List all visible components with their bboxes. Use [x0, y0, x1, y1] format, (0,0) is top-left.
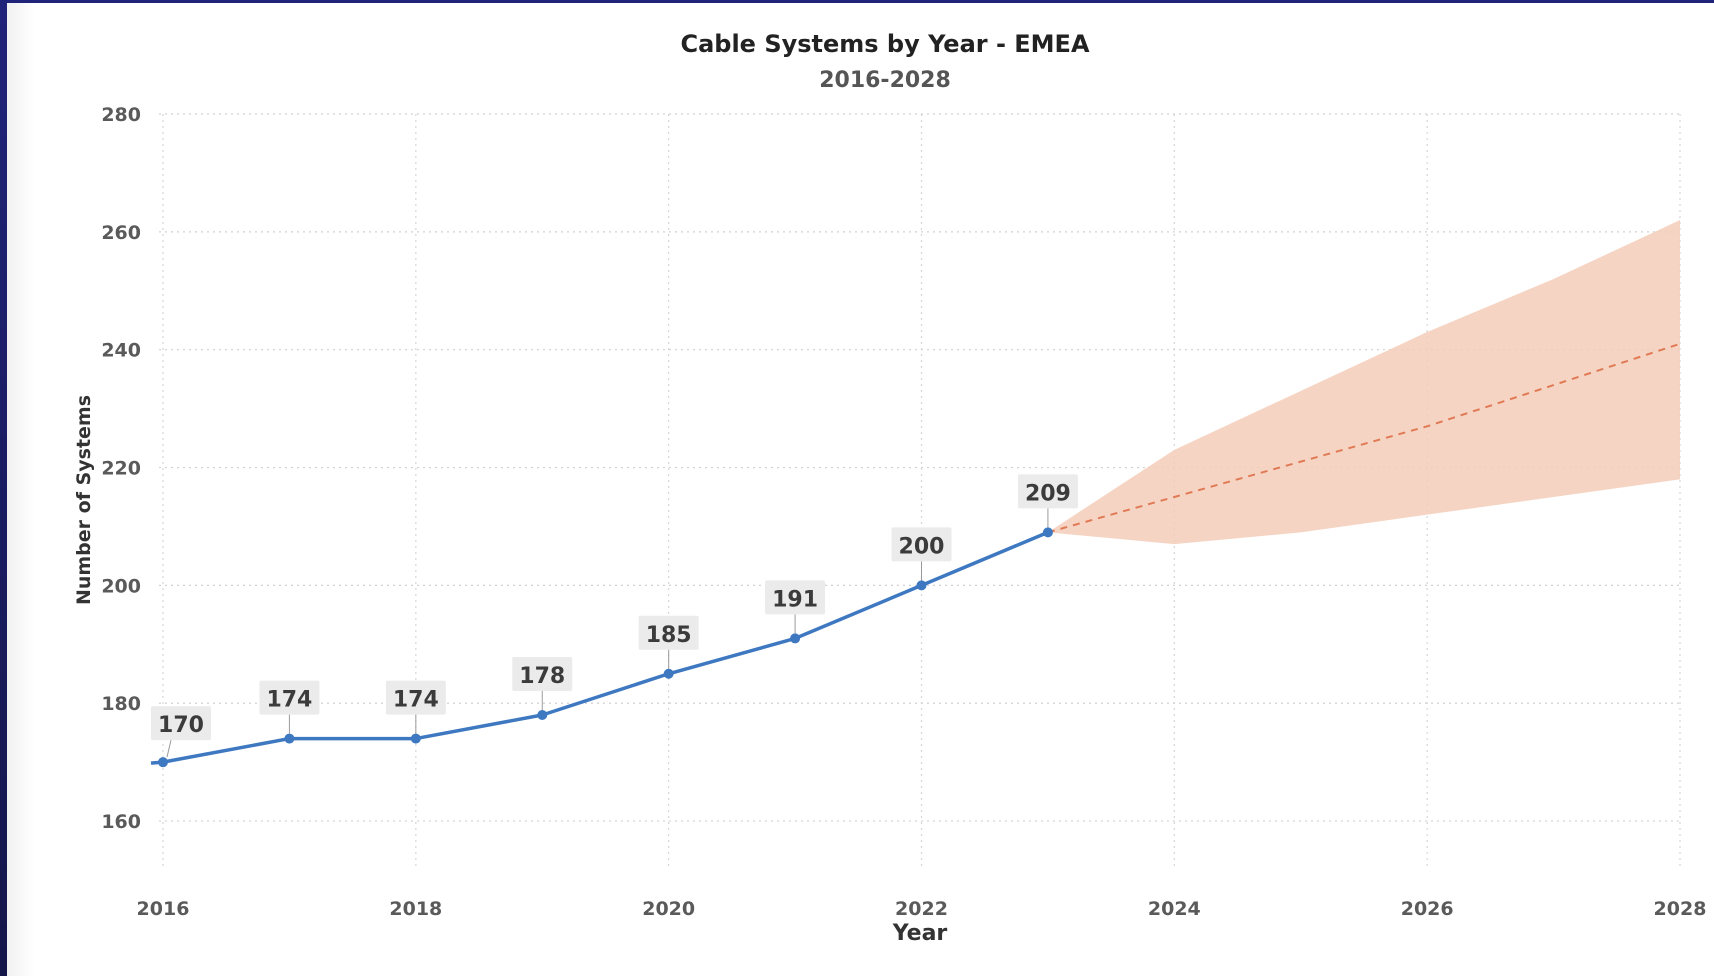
series-line-layer	[150, 342, 1681, 768]
tick-label-layer: 160 180 200 220 240 260 280 2016 2018 2020 2022 202…	[101, 104, 1706, 920]
y-axis-title: Number of Systems	[73, 395, 95, 605]
forecast-line	[1047, 342, 1681, 534]
forecast-confidence-band	[1047, 220, 1680, 545]
chart-subtitle: 2016-2028	[819, 68, 951, 93]
data-label-2019: 178	[519, 664, 565, 689]
panel-shade	[7, 3, 35, 976]
data-point-2018	[410, 733, 421, 744]
data-label-2021: 191	[772, 587, 818, 612]
data-label-2022: 200	[899, 534, 945, 559]
data-point-2021	[790, 633, 801, 644]
data-label-2020: 185	[646, 623, 692, 648]
x-tick-2016: 2016	[137, 898, 190, 920]
x-tick-2028: 2028	[1654, 898, 1707, 920]
data-label-box-2019	[512, 657, 573, 692]
series-line	[150, 530, 1049, 765]
data-label-2017: 174	[266, 688, 312, 713]
data-label-box-2017	[259, 680, 320, 715]
data-point-2016	[158, 757, 168, 768]
x-tick-2022: 2022	[895, 898, 948, 920]
data-point-2017	[284, 733, 295, 744]
data-label-box-2020	[638, 615, 699, 650]
y-tick-180: 180	[101, 693, 141, 715]
data-label-box-2018	[385, 680, 446, 715]
forecast-band-layer	[1047, 220, 1680, 545]
x-tick-2024: 2024	[1148, 898, 1201, 920]
data-label-2018: 174	[393, 688, 439, 713]
data-point-2022	[916, 580, 927, 591]
data-point-2019	[537, 710, 548, 721]
data-point-2020	[663, 668, 674, 679]
x-axis-title: Year	[892, 921, 948, 946]
data-label-box-2022	[891, 527, 952, 562]
y-tick-240: 240	[101, 340, 141, 362]
y-tick-160: 160	[101, 811, 141, 833]
chart-title: Cable Systems by Year - EMEA	[680, 30, 1089, 58]
data-label-2016: 170	[158, 713, 204, 738]
data-label-box-2016	[151, 706, 211, 741]
x-tick-2018: 2018	[389, 898, 442, 920]
data-point-2023	[1042, 527, 1053, 538]
data-label-box-2023	[1017, 474, 1078, 509]
x-tick-2026: 2026	[1401, 898, 1454, 920]
data-label-2023: 209	[1025, 481, 1071, 506]
y-tick-220: 220	[101, 458, 141, 480]
y-tick-260: 260	[101, 222, 141, 244]
data-label-layer: 170 174 174 178 185 191 200 209	[151, 474, 1078, 758]
data-label-box-2021	[765, 580, 826, 615]
y-tick-280: 280	[101, 104, 141, 126]
y-tick-200: 200	[101, 575, 141, 597]
x-tick-2020: 2020	[642, 898, 695, 920]
data-label-leader-2016	[166, 740, 172, 758]
